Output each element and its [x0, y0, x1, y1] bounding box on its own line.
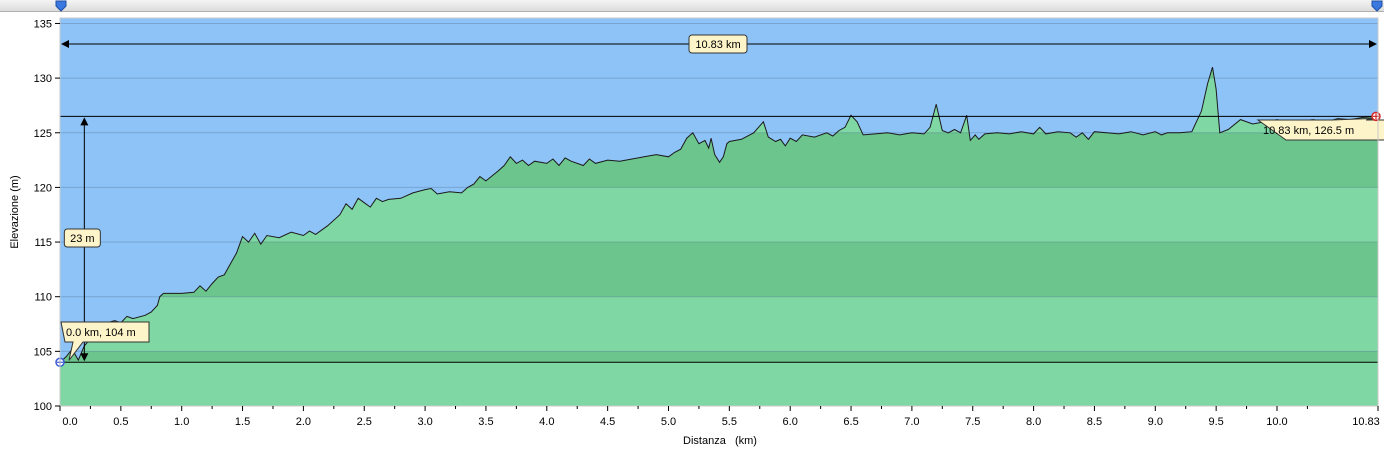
x-tick-label: 10.0	[1266, 416, 1287, 428]
distance-label-box	[688, 34, 748, 54]
x-tick-label: 7.0	[904, 416, 919, 428]
terrain-band	[60, 242, 1378, 297]
x-tick-label: 10.83	[1352, 416, 1380, 428]
x-tick-label: 5.0	[661, 416, 676, 428]
distance-measure: 10.83 km	[61, 34, 1377, 54]
y-tick-label: 130	[34, 73, 52, 85]
y-tick-label: 110	[34, 292, 52, 304]
axes	[59, 17, 1379, 407]
x-tick-label: 0.0	[62, 416, 77, 428]
y-tick-label: 100	[34, 401, 52, 413]
arrow-up-icon	[80, 117, 89, 126]
x-tick-label: 8.0	[1026, 416, 1041, 428]
arrow-left-icon	[61, 40, 69, 48]
x-tick-label: 1.5	[235, 416, 250, 428]
range-start-marker-icon[interactable]	[55, 0, 67, 12]
start-point-label: 0.0 km, 104 m	[66, 327, 136, 339]
x-tick-label: 3.0	[417, 416, 432, 428]
y-axis-title: Elevazione (m)	[9, 175, 21, 248]
elevation-profile-line	[59, 67, 1379, 363]
y-tick-label: 105	[34, 346, 52, 358]
x-tick-label: 7.5	[965, 416, 980, 428]
x-tick-label: 2.5	[357, 416, 372, 428]
y-tick-label: 135	[34, 18, 52, 30]
plot-frame	[59, 17, 1379, 407]
range-end-marker-icon[interactable]	[1371, 0, 1383, 12]
end-point-label: 10.83 km, 126.5 m	[1263, 125, 1354, 137]
distance-label: 10.83 km	[695, 39, 740, 51]
range-slider-bar[interactable]	[0, 0, 1384, 12]
y-tick-label: 125	[34, 128, 52, 140]
elevation-diff-measure: 23 m	[63, 117, 101, 362]
x-tick-label: 1.0	[174, 416, 189, 428]
gridlines	[60, 22, 1378, 352]
y-axis-ticks: 100 105 110 115 120 125 130 135	[34, 18, 60, 413]
end-marker-icon[interactable]	[1371, 111, 1381, 122]
x-axis-title: Distanza (km)	[683, 435, 757, 447]
y-tick-label: 115	[34, 237, 52, 249]
x-tick-label: 8.5	[1087, 416, 1102, 428]
x-tick-label: 9.5	[1208, 416, 1223, 428]
x-tick-label: 4.5	[600, 416, 615, 428]
x-tick-label: 4.0	[539, 416, 554, 428]
terrain-band	[60, 351, 1378, 363]
x-tick-label: 0.5	[113, 416, 128, 428]
x-axis-ticks: 0.0 0.5 1.0 1.5 2.0 2.5 3.0 3.5 4.0 4.5 5.0 5.5 6.0 6…	[59, 406, 1380, 428]
x-tick-label: 5.5	[722, 416, 737, 428]
elevation-diff-label-box	[63, 228, 101, 248]
x-tick-label: 2.0	[296, 416, 311, 428]
range-slider-markers[interactable]	[55, 0, 1383, 12]
end-point-tooltip: 10.83 km, 126.5 m	[1256, 117, 1384, 141]
arrow-right-icon	[1369, 40, 1377, 48]
x-tick-label: 9.0	[1148, 416, 1163, 428]
arrow-down-icon	[80, 353, 89, 362]
x-tick-label: 6.0	[783, 416, 798, 428]
y-tick-label: 120	[34, 182, 52, 194]
x-tick-label: 6.5	[843, 416, 858, 428]
x-tick-label: 3.5	[478, 416, 493, 428]
elevation-diff-label: 23 m	[70, 233, 94, 245]
terrain-band	[60, 362, 1378, 406]
start-point-tooltip: 0.0 km, 104 m	[60, 321, 150, 361]
terrain-band	[60, 296, 1378, 352]
